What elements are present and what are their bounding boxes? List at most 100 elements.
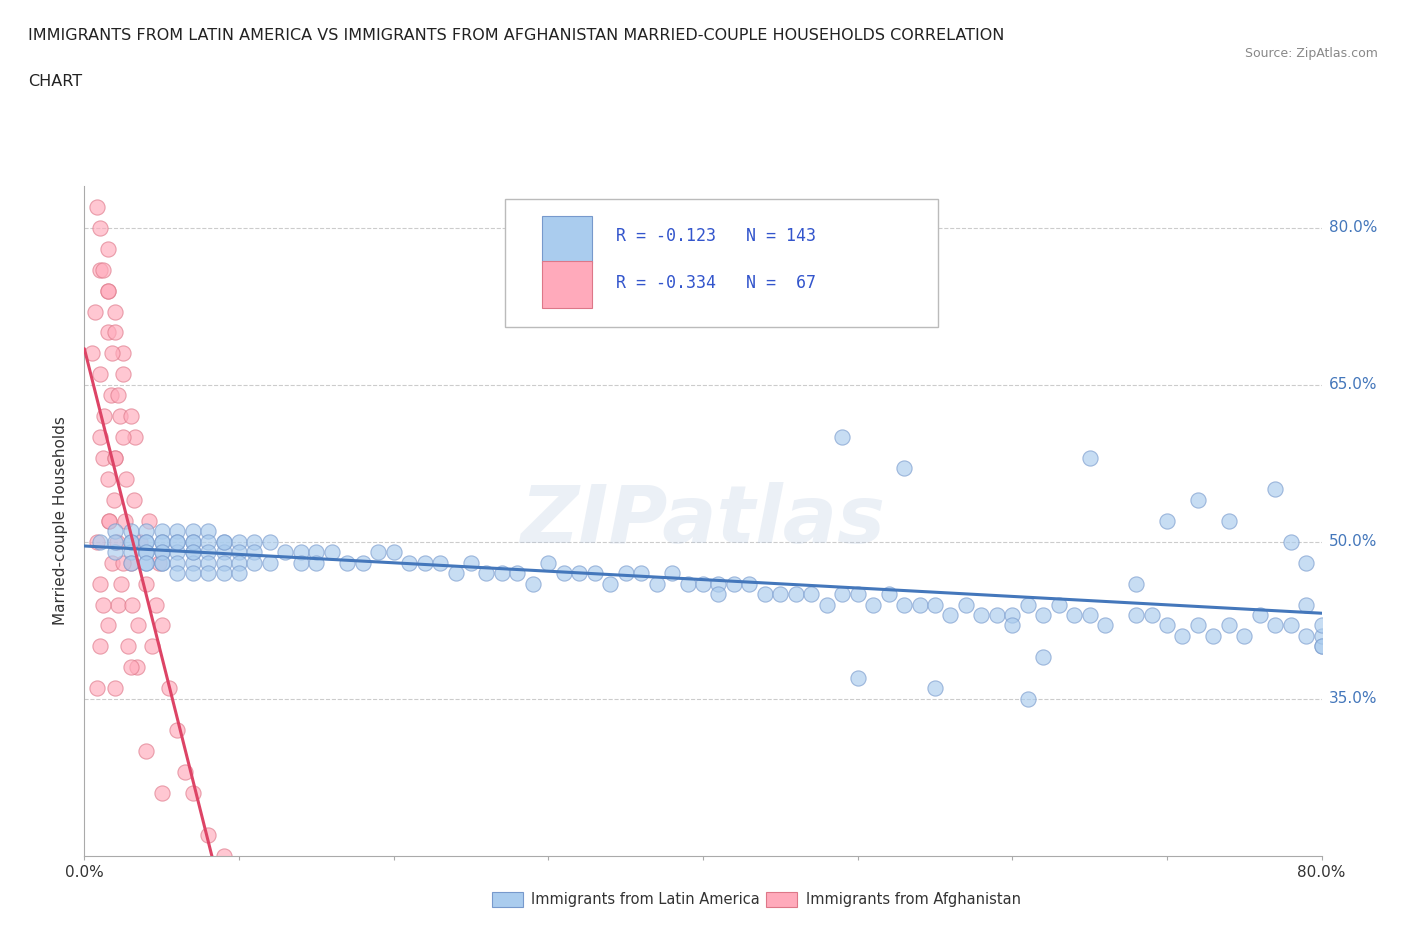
- Point: [212, 555, 235, 570]
- Point: [135, 555, 157, 570]
- Point: [197, 534, 219, 549]
- Point: [148, 555, 170, 570]
- Point: [181, 545, 204, 560]
- Point: [1187, 618, 1209, 633]
- Point: [98, 513, 121, 528]
- Point: [228, 545, 250, 560]
- Point: [120, 408, 142, 423]
- Point: [924, 681, 946, 696]
- Point: [1310, 639, 1333, 654]
- Point: [159, 681, 180, 696]
- Point: [243, 545, 266, 560]
- Point: [398, 555, 420, 570]
- Point: [138, 513, 160, 528]
- Point: [212, 545, 235, 560]
- Point: [460, 555, 482, 570]
- Point: [522, 576, 544, 591]
- Point: [104, 451, 127, 466]
- Point: [321, 545, 343, 560]
- Text: ZIPatlas: ZIPatlas: [520, 482, 886, 560]
- Point: [1310, 618, 1333, 633]
- Point: [877, 587, 900, 602]
- Point: [181, 545, 204, 560]
- Point: [707, 587, 730, 602]
- Point: [96, 283, 118, 298]
- Point: [89, 430, 111, 445]
- Point: [141, 639, 163, 654]
- Point: [103, 493, 125, 508]
- Point: [305, 545, 328, 560]
- Point: [1279, 618, 1302, 633]
- Point: [1295, 629, 1317, 644]
- Point: [630, 565, 652, 580]
- Point: [166, 555, 188, 570]
- Text: R = -0.123   N = 143: R = -0.123 N = 143: [616, 227, 817, 246]
- Point: [336, 555, 359, 570]
- Point: [112, 346, 135, 361]
- Point: [599, 576, 621, 591]
- Point: [893, 597, 915, 612]
- Point: [1047, 597, 1070, 612]
- Point: [166, 524, 188, 538]
- Text: R = -0.334   N =  67: R = -0.334 N = 67: [616, 274, 817, 292]
- Point: [815, 597, 838, 612]
- Text: 35.0%: 35.0%: [1329, 691, 1376, 706]
- Text: 50.0%: 50.0%: [1329, 534, 1376, 550]
- Point: [738, 576, 761, 591]
- Point: [181, 565, 204, 580]
- Point: [243, 534, 266, 549]
- Text: Source: ZipAtlas.com: Source: ZipAtlas.com: [1244, 46, 1378, 60]
- Point: [110, 576, 132, 591]
- Point: [150, 555, 173, 570]
- Point: [939, 607, 962, 622]
- Point: [1125, 576, 1147, 591]
- Point: [135, 534, 157, 549]
- Point: [785, 587, 807, 602]
- Point: [723, 576, 745, 591]
- Point: [117, 639, 139, 654]
- Text: 80.0%: 80.0%: [1329, 220, 1376, 235]
- Point: [1295, 597, 1317, 612]
- Point: [115, 472, 138, 486]
- Point: [553, 565, 575, 580]
- Point: [444, 565, 467, 580]
- Point: [212, 848, 235, 863]
- Point: [1264, 618, 1286, 633]
- Point: [101, 555, 124, 570]
- Point: [568, 565, 591, 580]
- Point: [197, 828, 219, 843]
- Point: [122, 493, 145, 508]
- Point: [243, 555, 266, 570]
- Point: [831, 587, 853, 602]
- Point: [491, 565, 513, 580]
- Point: [112, 366, 135, 381]
- Point: [135, 576, 157, 591]
- Point: [583, 565, 606, 580]
- Point: [135, 545, 157, 560]
- Point: [1125, 607, 1147, 622]
- Point: [181, 534, 204, 549]
- Point: [986, 607, 1008, 622]
- Point: [150, 534, 173, 549]
- Point: [1140, 607, 1163, 622]
- Point: [91, 262, 114, 277]
- Point: [82, 346, 104, 361]
- Point: [114, 513, 136, 528]
- Point: [707, 576, 730, 591]
- Point: [1156, 513, 1178, 528]
- Point: [970, 607, 993, 622]
- Point: [181, 785, 204, 800]
- Point: [181, 524, 204, 538]
- Y-axis label: Married-couple Households: Married-couple Households: [53, 417, 69, 625]
- Point: [1187, 493, 1209, 508]
- Point: [1295, 555, 1317, 570]
- Point: [150, 534, 173, 549]
- Point: [537, 555, 560, 570]
- Point: [228, 534, 250, 549]
- Point: [305, 555, 328, 570]
- Point: [166, 545, 188, 560]
- Point: [120, 545, 142, 560]
- Point: [150, 555, 173, 570]
- Point: [104, 304, 127, 319]
- Point: [120, 524, 142, 538]
